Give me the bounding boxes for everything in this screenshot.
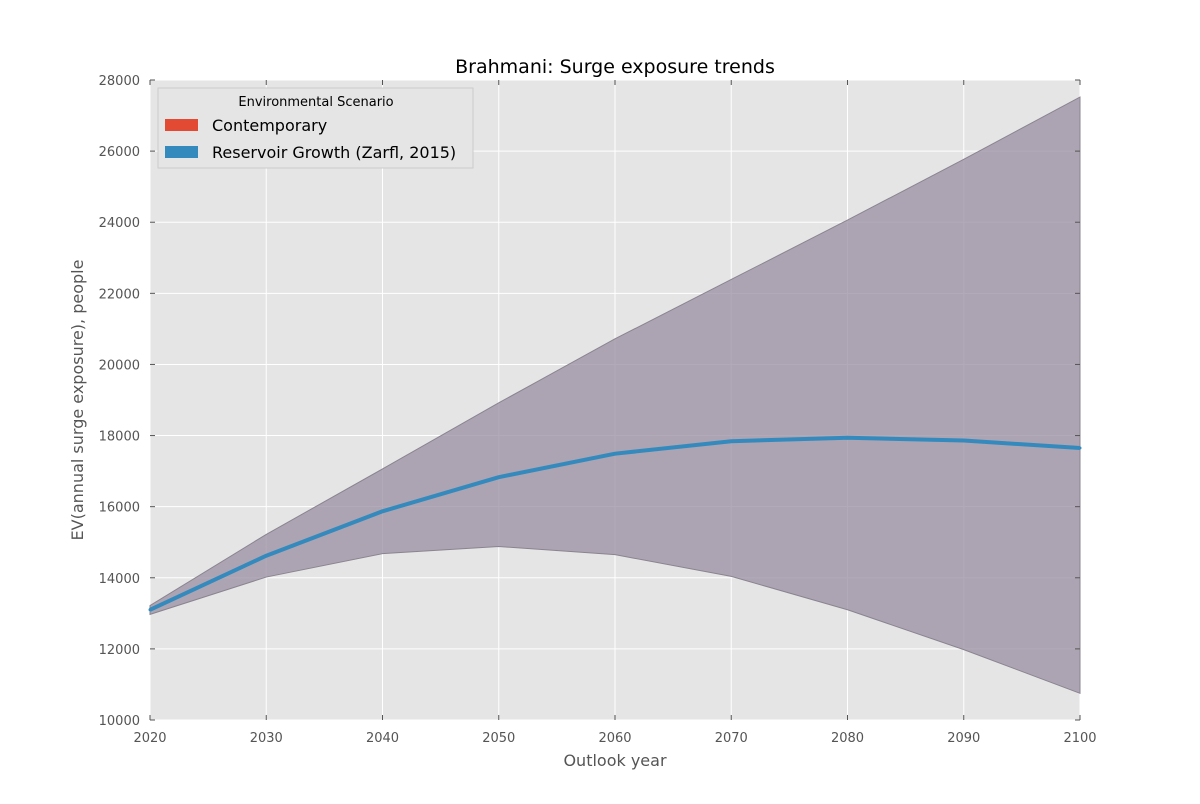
uncertainty-band-area (149, 96, 1081, 695)
x-tick-label: 2030 (250, 731, 283, 746)
y-tick-labels: 10000 12000 14000 16000 18000 20000 22000 24000… (99, 74, 140, 729)
legend-frame (157, 87, 474, 169)
legend-title: Environmental Scenario (238, 95, 393, 110)
legend: Environmental Scenario Contemporary Rese… (157, 87, 474, 169)
series-point (613, 452, 617, 456)
x-tick-label: 2090 (947, 731, 980, 746)
series-point (497, 475, 501, 479)
legend-label-contemporary: Contemporary (212, 116, 327, 135)
y-tick-label: 28000 (99, 74, 140, 89)
x-tick-labels: 2020 2030 2040 2050 2060 2070 2080 2090 2100 (133, 731, 1096, 746)
x-tick-label: 2040 (366, 731, 399, 746)
series-point (729, 439, 733, 443)
y-tick-label: 18000 (99, 430, 140, 445)
x-axis-label: Outlook year (563, 751, 667, 770)
tick-marks (149, 79, 1081, 721)
y-tick-label: 22000 (99, 287, 140, 302)
uncertainty-band (149, 96, 1081, 695)
x-tick-label: 2020 (133, 731, 166, 746)
y-tick-label: 14000 (99, 572, 140, 587)
y-axis-label: EV(annual surge exposure), people (68, 260, 87, 541)
y-tick-label: 16000 (99, 501, 140, 516)
x-tick-label: 2100 (1063, 731, 1096, 746)
x-tick-label: 2050 (482, 731, 515, 746)
series-point (846, 436, 849, 440)
legend-swatch-contemporary (165, 119, 198, 131)
series-lines (148, 435, 1082, 612)
y-tick-label: 10000 (99, 714, 140, 729)
legend-label-reservoir-growth: Reservoir Growth (Zarfl, 2015) (212, 143, 456, 162)
series-point (1078, 446, 1082, 450)
y-tick-label: 26000 (99, 145, 140, 160)
series-point (148, 608, 152, 612)
series-point (962, 439, 966, 443)
series-point (264, 554, 268, 558)
x-tick-label: 2070 (715, 731, 748, 746)
x-tick-label: 2060 (598, 731, 631, 746)
y-tick-label: 24000 (99, 216, 140, 231)
x-tick-label: 2080 (831, 731, 864, 746)
series-point (381, 509, 384, 513)
legend-swatch-reservoir-growth (165, 146, 198, 158)
y-tick-label: 12000 (99, 643, 140, 658)
chart-title: Brahmani: Surge exposure trends (455, 56, 775, 78)
y-tick-label: 20000 (99, 358, 140, 373)
